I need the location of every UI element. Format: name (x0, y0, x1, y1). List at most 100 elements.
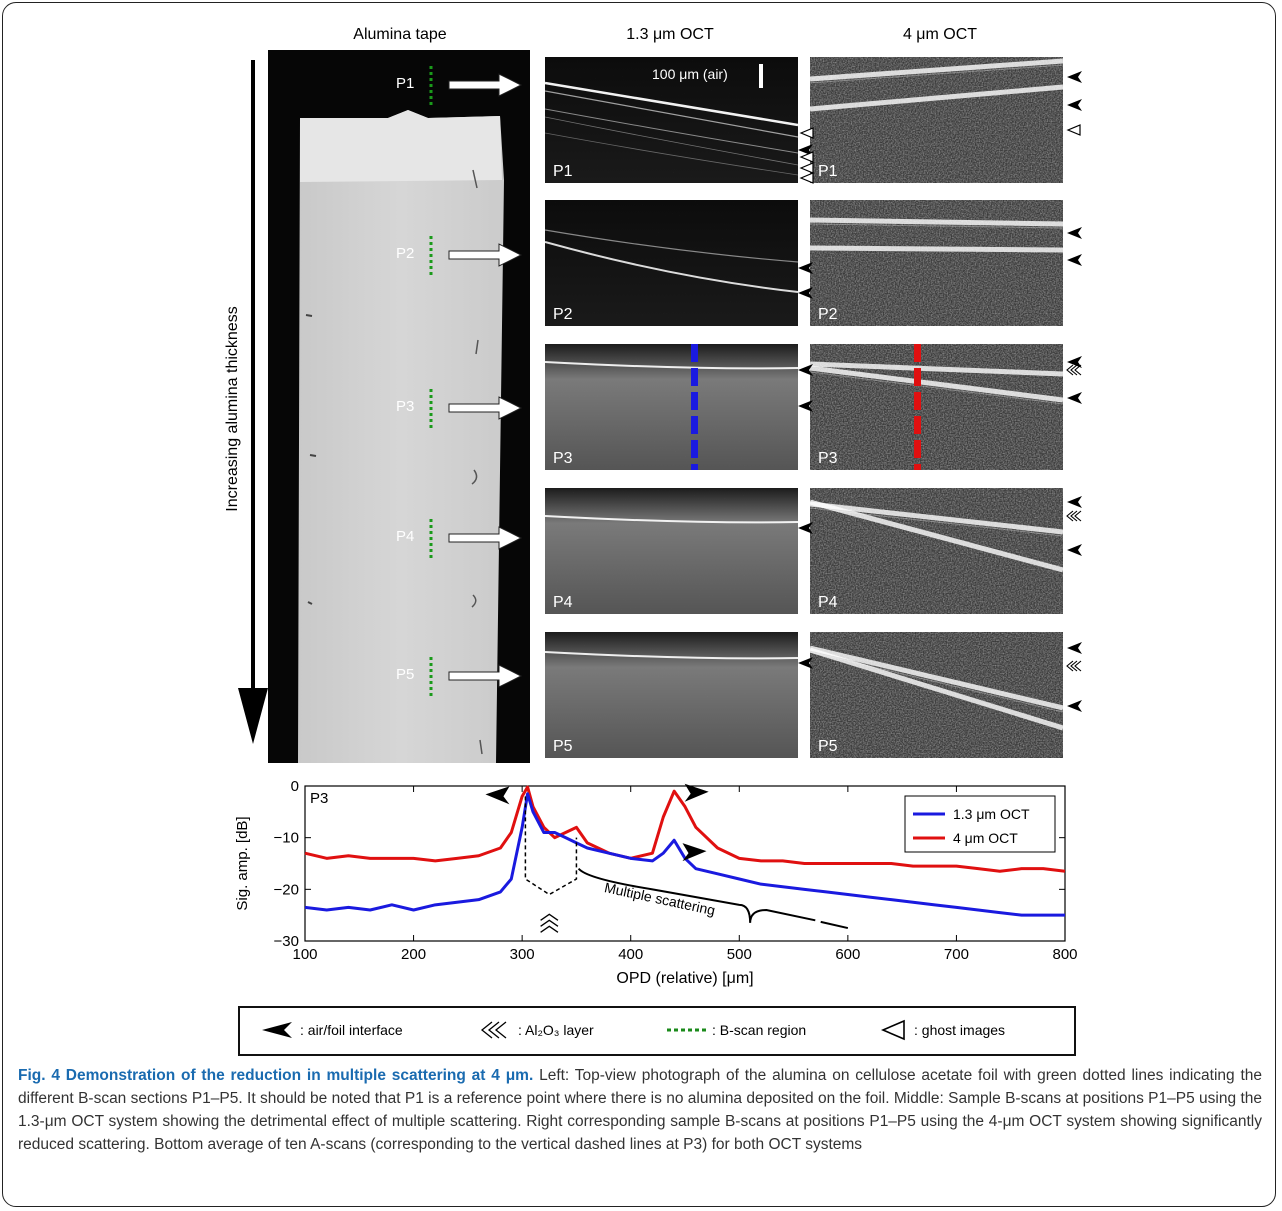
air-foil-interface-icon (485, 786, 510, 805)
b-scan-region-icon (667, 1028, 707, 1032)
col-title-13um: 1.3 μm OCT (626, 26, 714, 43)
layer-bracket (524, 796, 578, 896)
ghost-image-icon (799, 127, 814, 139)
bscan-13um-p1: P1 (545, 57, 798, 183)
bscan-4um-p2: P2 (810, 200, 1063, 326)
panel-label: P5 (553, 738, 573, 755)
panel-label: P2 (553, 306, 573, 323)
panel-label: P3 (553, 450, 573, 467)
y-tick-label: −10 (274, 830, 299, 847)
tape-label-p2: P2 (396, 245, 415, 262)
symbol-legend: : air/foil interface : Al₂O₃ layer : B-s… (238, 1006, 1076, 1056)
air-foil-interface-icon (682, 843, 707, 862)
al2o3-layer-icon (1066, 660, 1082, 672)
figure-caption: Fig. 4 Demonstration of the reduction in… (18, 1064, 1262, 1156)
bscan-13um-p5: P5 (545, 632, 798, 758)
x-axis-label: OPD (relative) [μm] (616, 970, 753, 987)
air-foil-interface-icon (798, 287, 813, 299)
x-tick-label: 600 (835, 946, 860, 963)
col-title-4um: 4 μm OCT (902, 26, 978, 43)
thickness-arrow-icon (238, 60, 268, 744)
panel-label: P1 (818, 163, 838, 180)
legend-label: 1.3 μm OCT (953, 806, 1030, 822)
y-tick-label: −30 (274, 933, 299, 950)
bscan-4um-p3: P3 (810, 344, 1063, 470)
series-line (304, 785, 1066, 873)
bscan-4um-p4: P4 (810, 488, 1063, 614)
air-foil-interface-icon (1067, 642, 1082, 654)
legend-label: 4 μm OCT (953, 830, 1018, 846)
air-foil-interface-icon (798, 364, 813, 376)
legend-b-scan: : B-scan region (712, 1022, 807, 1038)
al2o3-layer-icon (1066, 510, 1082, 522)
air-foil-interface-icon (1067, 544, 1082, 556)
red-dashed-line (914, 344, 921, 470)
a-scan-chart: 100 200 300 400 500 600 700 800 0 −10 −20 −30 OPD (r… (234, 778, 1078, 987)
ghost-image-icon (799, 162, 814, 174)
panel-label: P4 (553, 594, 573, 611)
blue-dashed-line (691, 344, 698, 470)
plot-panel-label: P3 (310, 790, 328, 807)
tape-label-p5: P5 (396, 666, 415, 683)
b-scan-marker-p3 (429, 389, 523, 429)
thickness-axis-label: Increasing alumina thickness (224, 306, 241, 512)
y-tick-label: 0 (291, 778, 299, 795)
scattering-curve (577, 867, 849, 930)
panel-label: P5 (818, 738, 838, 755)
air-foil-interface-icon (684, 783, 709, 802)
air-foil-interface-icon (1067, 99, 1082, 111)
b-scan-marker-p1 (429, 66, 523, 106)
caption-body: Left: Top-view photograph of the alumina… (18, 1067, 1262, 1153)
bscan-4um-p1: P1 (810, 57, 1063, 183)
b-scan-marker-p5 (429, 657, 523, 697)
air-foil-interface-icon (1067, 71, 1082, 83)
air-foil-interface-icon (262, 1022, 292, 1038)
x-tick-label: 700 (944, 946, 969, 963)
tape-label-p1: P1 (396, 75, 415, 92)
air-foil-interface-icon (1067, 392, 1082, 404)
bscan-13um-p4: P4 (545, 488, 798, 614)
y-tick-label: −20 (274, 881, 299, 898)
ghost-image-icon (799, 172, 814, 184)
air-foil-interface-icon (798, 262, 813, 274)
air-foil-interface-icon (1067, 496, 1082, 508)
ghost-image-icon (880, 1019, 905, 1041)
b-scan-marker-p4 (429, 519, 523, 559)
panel-label: P2 (818, 306, 838, 323)
bscan-13um-p3: P3 (545, 344, 798, 470)
air-foil-interface-icon (798, 657, 813, 669)
panel-label: P3 (818, 450, 838, 467)
series-line (304, 792, 1065, 917)
bscan-13um-p2: P2 (545, 200, 798, 326)
x-tick-label: 800 (1052, 946, 1077, 963)
y-axis-label: Sig. amp. [dB] (234, 816, 251, 910)
panel-label: P1 (553, 163, 573, 180)
scale-bar-label: 100 μm (air) (652, 66, 728, 82)
col-title-tape: Alumina tape (353, 26, 447, 43)
al2o3-layer-icon (480, 1021, 507, 1039)
legend-ghost: : ghost images (914, 1022, 1006, 1038)
b-scan-marker-p2 (429, 236, 523, 276)
x-tick-label: 300 (510, 946, 535, 963)
tape-label-p3: P3 (396, 398, 415, 415)
tape-label-p4: P4 (396, 528, 415, 545)
caption-title: Fig. 4 Demonstration of the reduction in… (18, 1067, 534, 1084)
legend-air-foil: : air/foil interface (300, 1022, 403, 1038)
air-foil-interface-icon (1067, 227, 1082, 239)
ghost-image-icon (1066, 124, 1081, 136)
x-tick-label: 400 (618, 946, 643, 963)
air-foil-interface-icon (798, 400, 813, 412)
ghost-image-icon (799, 151, 814, 163)
air-foil-interface-icon (1067, 356, 1082, 368)
x-tick-label: 200 (401, 946, 426, 963)
air-foil-interface-icon (1067, 254, 1082, 266)
bscan-4um-p5: P5 (810, 632, 1063, 758)
x-tick-label: 500 (727, 946, 752, 963)
panel-label: P4 (818, 594, 838, 611)
chart-legend: 1.3 μm OCT 4 μm OCT (904, 795, 1056, 853)
legend-al2o3: : Al₂O₃ layer (518, 1022, 594, 1038)
al2o3-layer-icon (1066, 364, 1082, 376)
air-foil-interface-icon (798, 522, 813, 534)
scale-bar (759, 64, 763, 88)
